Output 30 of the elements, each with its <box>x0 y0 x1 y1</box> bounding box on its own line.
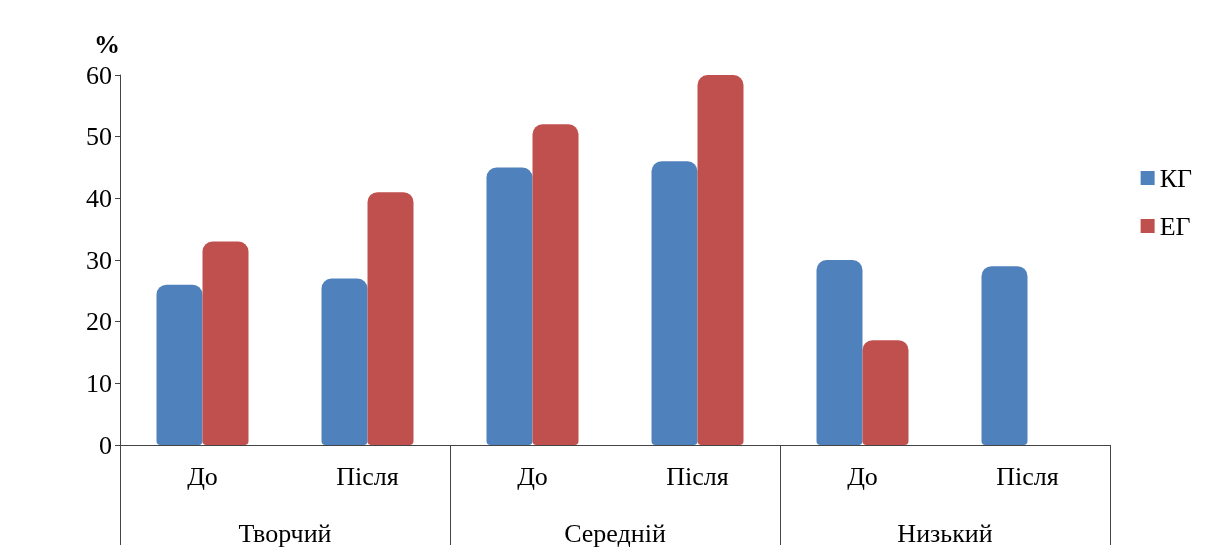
bar <box>651 161 698 445</box>
bar <box>156 284 203 445</box>
bar <box>532 124 579 445</box>
text: Середній <box>564 518 666 548</box>
text: Низький <box>897 518 993 548</box>
y-tick-label: 40 <box>86 183 112 213</box>
legend-label: ЕГ <box>1159 211 1191 241</box>
bar <box>321 278 368 445</box>
text: Творчий <box>238 518 332 548</box>
y-tick-label: 10 <box>86 368 112 398</box>
bar <box>367 192 414 445</box>
x-tick-label: Після <box>666 461 729 491</box>
y-tick-label: 50 <box>86 122 112 152</box>
bar <box>862 340 909 445</box>
y-tick-label: 20 <box>86 307 112 337</box>
x-tick-label: Після <box>996 461 1059 491</box>
y-tick-label: 60 <box>86 60 112 90</box>
x-tick-label: Після <box>336 461 399 491</box>
bar <box>202 241 249 445</box>
x-tick-label: До <box>187 461 218 491</box>
x-tick-label: До <box>847 461 878 491</box>
y-axis-title: % <box>94 29 120 59</box>
bar <box>816 260 863 445</box>
legend-label: КГ <box>1159 163 1192 193</box>
y-tick-label: 0 <box>99 430 112 460</box>
bar <box>697 75 744 445</box>
bar <box>486 167 533 445</box>
x-tick-label: До <box>517 461 548 491</box>
bar <box>981 266 1028 445</box>
y-tick-label: 30 <box>86 245 112 275</box>
